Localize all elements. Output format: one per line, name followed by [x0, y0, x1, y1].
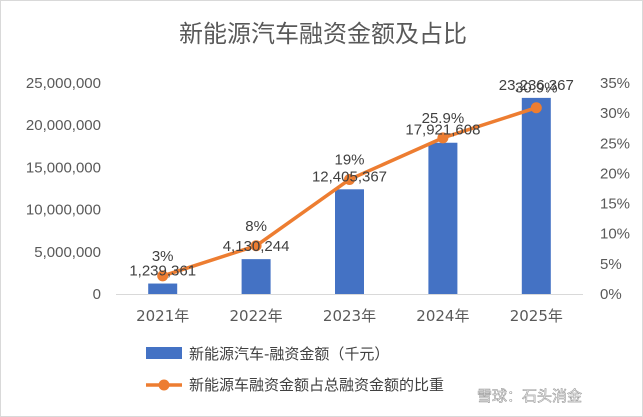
- left-tick-label: 15,000,000: [26, 159, 101, 176]
- right-tick-label: 30%: [600, 105, 630, 122]
- legend-bar-swatch: [146, 347, 182, 359]
- legend-line-label: 新能源车融资金额占总融资金额的比重: [189, 376, 444, 394]
- line-point: [437, 132, 449, 144]
- legend: 新能源汽车-融资金额（千元） 新能源车融资金额占总融资金额的比重: [146, 345, 444, 394]
- bar: [241, 259, 271, 294]
- legend-bar-label: 新能源汽车-融资金额（千元）: [189, 345, 389, 363]
- bar: [428, 142, 458, 294]
- line-point: [157, 270, 169, 282]
- left-tick-label: 20,000,000: [26, 117, 101, 134]
- line-point: [530, 102, 542, 114]
- x-axis: 2021年 2022年 2023年 2024年 2025年: [136, 307, 563, 325]
- data-labels: 1,239,361 4,130,244 12,405,367 17,921,608 23…: [129, 77, 574, 280]
- x-tick-label: 2021年: [136, 307, 189, 325]
- x-tick-label: 2025年: [510, 307, 563, 325]
- right-tick-label: 10%: [600, 226, 630, 243]
- line-point: [250, 240, 262, 252]
- chart-title: 新能源汽车融资金额及占比: [179, 20, 467, 48]
- right-tick-label: 0%: [600, 286, 622, 303]
- line-value-label: 30.9%: [515, 80, 558, 97]
- left-tick-label: 0: [93, 286, 101, 303]
- line-value-label: 3%: [152, 248, 174, 265]
- x-tick-label: 2023年: [323, 307, 376, 325]
- line-value-label: 19%: [334, 151, 364, 168]
- bar-value-label: 4,130,244: [223, 238, 290, 255]
- right-tick-label: 35%: [600, 75, 630, 92]
- left-tick-label: 5,000,000: [34, 244, 101, 261]
- x-tick-label: 2024年: [416, 307, 469, 325]
- x-tick-label: 2022年: [230, 307, 283, 325]
- bar-value-label: 23,236,367: [499, 77, 574, 94]
- bar: [148, 283, 178, 294]
- left-tick-label: 25,000,000: [26, 75, 101, 92]
- line-value-label: 25.9%: [422, 110, 465, 127]
- bar-value-label: 1,239,361: [129, 263, 196, 280]
- bar: [335, 189, 364, 294]
- line-point: [344, 173, 355, 185]
- right-tick-label: 25%: [600, 135, 630, 152]
- line-series: [157, 102, 542, 282]
- bar-value-label: 17,921,608: [405, 122, 480, 139]
- right-tick-label: 5%: [600, 256, 622, 273]
- left-axis: 0 5,000,000 10,000,000 15,000,000 20,000,000…: [26, 75, 101, 303]
- left-tick-label: 10,000,000: [26, 202, 101, 219]
- right-tick-label: 15%: [600, 196, 630, 213]
- legend-line-marker: [158, 379, 170, 391]
- line-value-label: 8%: [245, 218, 267, 235]
- bar-value-label: 12,405,367: [312, 168, 387, 185]
- right-axis: 0% 5% 10% 15% 20% 25% 30% 35%: [600, 75, 630, 303]
- right-tick-label: 20%: [600, 165, 630, 182]
- bar: [521, 97, 551, 294]
- watermark-text: 雪球：石头消金: [477, 387, 582, 405]
- bar-series: [148, 97, 551, 294]
